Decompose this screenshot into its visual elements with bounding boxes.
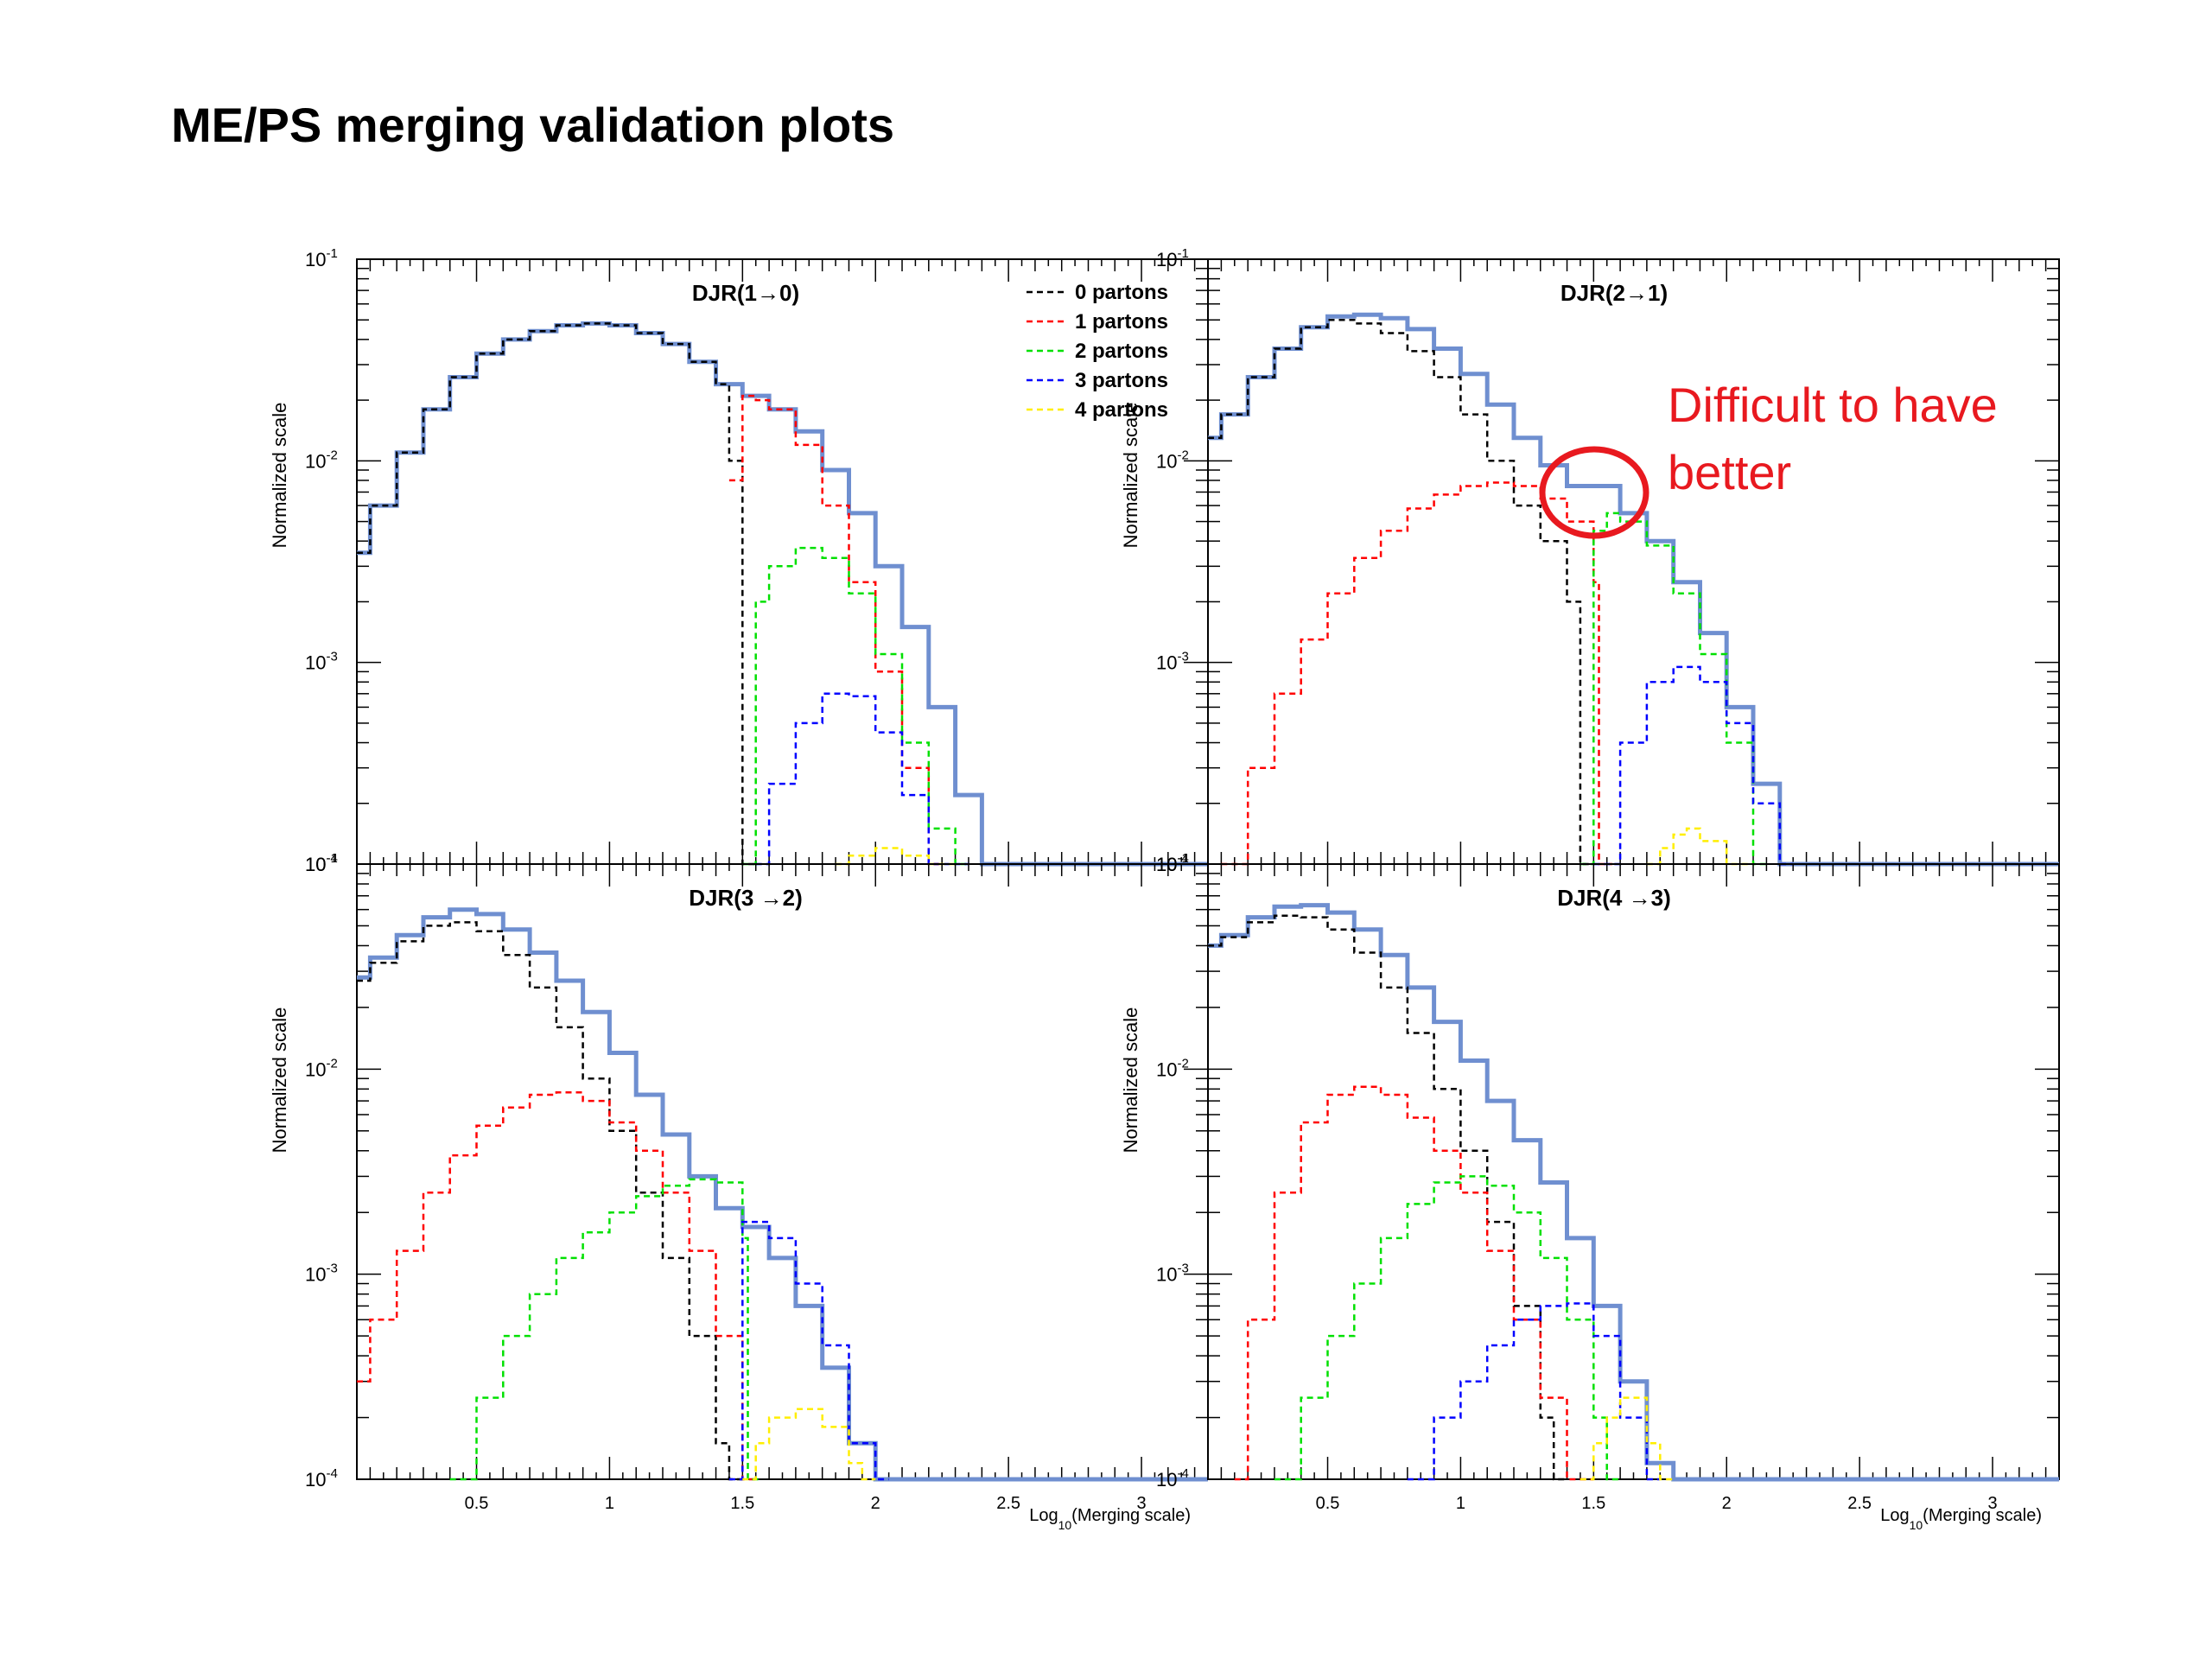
- legend-label: 2 partons: [1075, 340, 1168, 363]
- x-tick-label: 1: [1456, 1494, 1465, 1513]
- y-axis-label: Normalized scale: [1120, 1007, 1141, 1154]
- y-tick-label: 10-2: [1156, 1056, 1189, 1080]
- y-tick-label: 10-4: [305, 851, 338, 875]
- series-0-partons: [1208, 914, 1567, 1481]
- x-tick-label: 2.5: [996, 1494, 1020, 1513]
- y-tick-label: 10-1: [305, 851, 338, 875]
- panel-1: 10-4 10-3 10-2 10-1 Normalized scale DJR(1→0)…: [269, 246, 1209, 875]
- x-tick-label: 2: [871, 1494, 880, 1513]
- legend-label: 0 partons: [1075, 281, 1168, 304]
- x-tick-label: 0.5: [465, 1494, 489, 1513]
- annotation-circle: [1539, 446, 1649, 539]
- legend-label: 3 partons: [1075, 369, 1168, 392]
- series-0-partons: [357, 322, 756, 866]
- series-2-partons: [449, 1178, 761, 1481]
- x-tick-label: 2.5: [1847, 1494, 1872, 1513]
- y-tick-label: 10-1: [1156, 851, 1189, 875]
- annotation-line-2: better: [1668, 445, 1791, 499]
- panel-title: DJR(1→0): [692, 280, 799, 306]
- panel-3: 10-4 10-3 10-2 10-1 0.5 1 1.5 2 2.5 3Log10(Mergin…: [269, 851, 1209, 1532]
- y-axis-label: Normalized scale: [269, 1007, 290, 1154]
- series-1-partons: [357, 1091, 756, 1481]
- series-total: [357, 907, 1208, 1482]
- x-tick-label: 1.5: [730, 1494, 754, 1513]
- x-tick-label: 0.5: [1316, 1494, 1340, 1513]
- series-4-partons: [1580, 1396, 1674, 1481]
- series-4-partons: [836, 847, 956, 866]
- series-0-partons: [357, 921, 743, 1481]
- y-tick-label: 10-4: [1156, 1466, 1189, 1491]
- legend-label: 4 partons: [1075, 398, 1168, 422]
- series-2-partons: [1274, 1175, 1621, 1481]
- y-tick-label: 10-3: [1156, 650, 1189, 674]
- series-2-partons: [742, 546, 969, 866]
- series-1-partons: [1234, 1085, 1594, 1481]
- y-tick-label: 10-2: [305, 448, 338, 472]
- panel-title: DJR(3 →2): [689, 885, 802, 911]
- y-tick-label: 10-2: [1156, 448, 1189, 472]
- plot-frame: [356, 863, 1209, 1480]
- x-tick-label: 3: [1136, 1494, 1146, 1513]
- series-1-partons: [1221, 481, 1612, 866]
- slide-title: ME/PS merging validation plots: [171, 98, 894, 152]
- panel-title: DJR(2→1): [1560, 280, 1668, 306]
- series-3-partons: [755, 692, 969, 866]
- panel-4: 10-410-310-210-10.5 1 1.5 2 2.5 3Log10(Mergin…: [1120, 851, 2060, 1532]
- annotation-line-1: Difficult to have: [1668, 378, 1998, 432]
- series-0-partons: [1208, 318, 1594, 866]
- x-tick-label: 1: [605, 1494, 614, 1513]
- annotation: Difficult to have better: [1539, 378, 1998, 539]
- series-1-partons: [728, 394, 943, 866]
- x-tick-label: 3: [1987, 1494, 1997, 1513]
- y-tick-label: 10-3: [305, 650, 338, 674]
- y-tick-label: 10-1: [305, 246, 338, 270]
- plot-frame: [1207, 863, 2060, 1480]
- series-3-partons: [1593, 665, 1794, 866]
- plot-frame: [1207, 258, 2060, 865]
- y-tick-label: 10-2: [305, 1056, 338, 1080]
- series-4-partons: [742, 1408, 876, 1481]
- y-tick-label: 10-3: [1156, 1262, 1189, 1286]
- y-axis-label: Normalized scale: [1120, 403, 1141, 549]
- legend-label: 1 partons: [1075, 310, 1168, 334]
- series-2-partons: [1580, 512, 1767, 866]
- y-tick-label: 10-3: [305, 1262, 338, 1286]
- y-tick-label: 10-4: [305, 1466, 338, 1491]
- panel-title: DJR(4 →3): [1557, 885, 1670, 911]
- y-tick-label: 10-1: [1156, 246, 1189, 270]
- y-axis-label: Normalized scale: [269, 403, 290, 549]
- series-total: [1208, 903, 2059, 1482]
- x-axis-label: Log10(Merging scale): [1880, 1506, 2042, 1532]
- x-axis-label: Log10(Merging scale): [1029, 1506, 1191, 1532]
- x-tick-label: 1.5: [1581, 1494, 1605, 1513]
- x-tick-label: 2: [1722, 1494, 1732, 1513]
- series-total: [1208, 312, 2059, 867]
- series-3-partons: [728, 1220, 889, 1481]
